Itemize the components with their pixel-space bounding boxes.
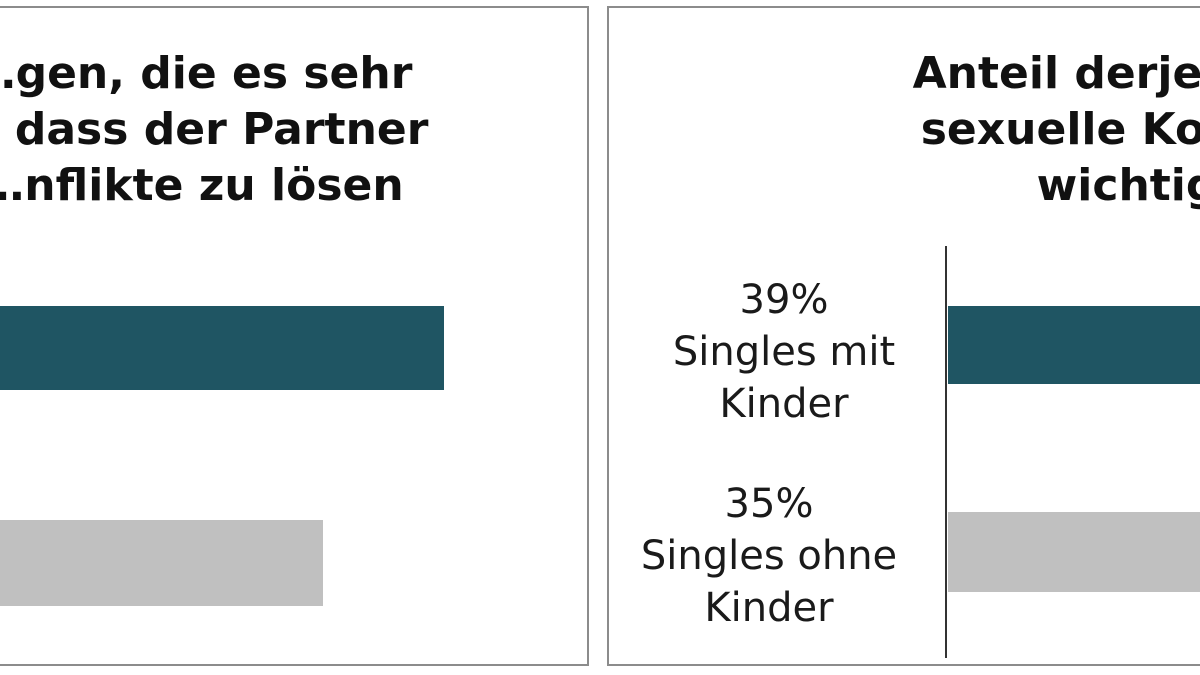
chart-title-line: …nflikte zu lösen [0,160,404,211]
chart-title-right: Anteil derjenigen… sexuelle Kompat… wich… [769,46,1200,214]
bar-singles-ohne-kinder [948,512,1200,592]
chart-title-line: … dass der Partner [0,104,429,155]
category-label-mit-kinder: 39% Singles mit Kinder [654,274,914,430]
bar-singles-ohne-kinder-left [0,520,323,606]
chart-panel-left: …gen, die es sehr … dass der Partner …nf… [0,6,589,666]
value-label: 39% [739,277,829,323]
chart-panel-right: Anteil derjenigen… sexuelle Kompat… wich… [607,6,1200,666]
category-label-ohne-kinder: 35% Singles ohne Kinder [624,478,914,634]
chart-title-line: …gen, die es sehr [0,48,413,99]
bar-singles-mit-kinder-left [0,306,444,390]
category-label-line: Kinder [704,585,834,631]
category-label-line: Singles mit [672,329,896,375]
category-label-line: Kinder [719,381,849,427]
chart-title-line: Anteil derjenigen… [912,48,1200,99]
value-label: 35% [724,481,814,527]
category-label-line: Singles ohne [640,533,898,579]
bar-chart-left [0,306,444,606]
chart-title-left: …gen, die es sehr … dass der Partner …nf… [0,46,572,214]
chart-title-line: wichtig… [1036,160,1200,211]
chart-title-line: sexuelle Kompat… [920,104,1200,155]
bar-chart-right [945,246,1200,658]
bar-singles-mit-kinder [948,306,1200,384]
